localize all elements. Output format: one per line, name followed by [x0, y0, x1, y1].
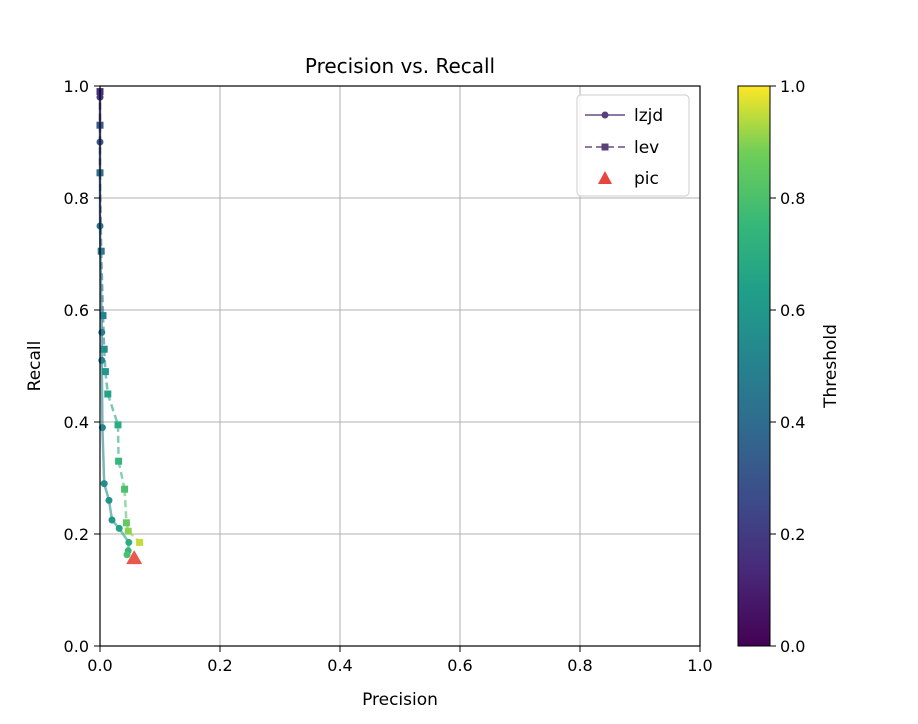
- y-tick-label: 0.6: [64, 301, 89, 320]
- lzjd-point: [98, 424, 106, 432]
- lev-point: [99, 312, 107, 320]
- pic-point: [126, 550, 143, 565]
- lev-segment: [102, 349, 107, 372]
- legend-box: [576, 94, 690, 197]
- x-tick-label: 0.4: [327, 656, 352, 675]
- lev-segment: [104, 371, 110, 395]
- data-marks: [96, 88, 144, 565]
- x-tick-label: 0.0: [87, 656, 112, 675]
- legend-pic-marker: [598, 171, 612, 184]
- lev-segment: [117, 460, 126, 490]
- lev-segment: [123, 489, 128, 523]
- legend-lev-label: lev: [634, 138, 659, 158]
- x-axis-label: Precision: [362, 690, 438, 710]
- plot-frame: [99, 85, 701, 647]
- legend-lev-marker: [601, 143, 609, 151]
- lev-point: [101, 368, 109, 376]
- lzjd-point: [105, 496, 113, 504]
- y-tick-label: 1.0: [64, 77, 89, 96]
- lev-point: [104, 390, 112, 398]
- lev-point: [100, 345, 108, 353]
- legend-lzjd-marker: [601, 111, 609, 119]
- lzjd-point: [115, 524, 123, 532]
- colorbar-ticks: 0.0 0.2 0.4 0.6 0.8 1.0: [770, 77, 805, 656]
- lev-point: [136, 538, 144, 546]
- lev-segment: [116, 424, 120, 462]
- lzjd-point: [125, 538, 133, 546]
- colorbar-tick-label: 0.4: [780, 413, 805, 432]
- lzjd-point: [123, 551, 131, 559]
- lev-segment: [106, 393, 120, 426]
- colorbar-tick-label: 0.6: [780, 301, 805, 320]
- x-tick-label: 0.6: [447, 656, 472, 675]
- y-tick-label: 0.4: [64, 413, 89, 432]
- colorbar-label: Threshold: [821, 324, 841, 409]
- y-tick-label: 0.0: [64, 637, 89, 656]
- colorbar: [737, 85, 771, 647]
- lzjd-point: [108, 516, 116, 524]
- lzjd-point: [100, 480, 108, 488]
- legend-lzjd-label: lzjd: [634, 106, 663, 126]
- lev-point: [97, 247, 105, 255]
- y-tick-label: 0.8: [64, 189, 89, 208]
- axis-ticks: 0.0 0.2 0.4 0.6 0.8 1.0 0.0 0.2 0.4 0.6 0.8 1.0: [64, 77, 713, 675]
- y-tick-label: 0.2: [64, 525, 89, 544]
- lev-point: [124, 527, 132, 535]
- y-axis-label: Recall: [25, 341, 45, 392]
- lev-point: [122, 519, 130, 527]
- x-tick-label: 1.0: [687, 656, 712, 675]
- lzjd-segment: [101, 427, 106, 484]
- colorbar-tick-label: 0.8: [780, 189, 805, 208]
- x-tick-label: 0.8: [567, 656, 592, 675]
- colorbar-tick-label: 0.2: [780, 525, 805, 544]
- colorbar-tick-label: 1.0: [780, 77, 805, 96]
- lev-point: [114, 421, 122, 429]
- x-tick-label: 0.2: [207, 656, 232, 675]
- legend-pic-label: pic: [634, 169, 659, 189]
- legend: lzjd lev pic: [576, 94, 690, 197]
- lev-point: [115, 457, 123, 465]
- colorbar-tick-label: 0.0: [780, 637, 805, 656]
- lev-point: [121, 485, 129, 493]
- lev-segment: [101, 315, 106, 350]
- chart-title: Precision vs. Recall: [305, 54, 495, 78]
